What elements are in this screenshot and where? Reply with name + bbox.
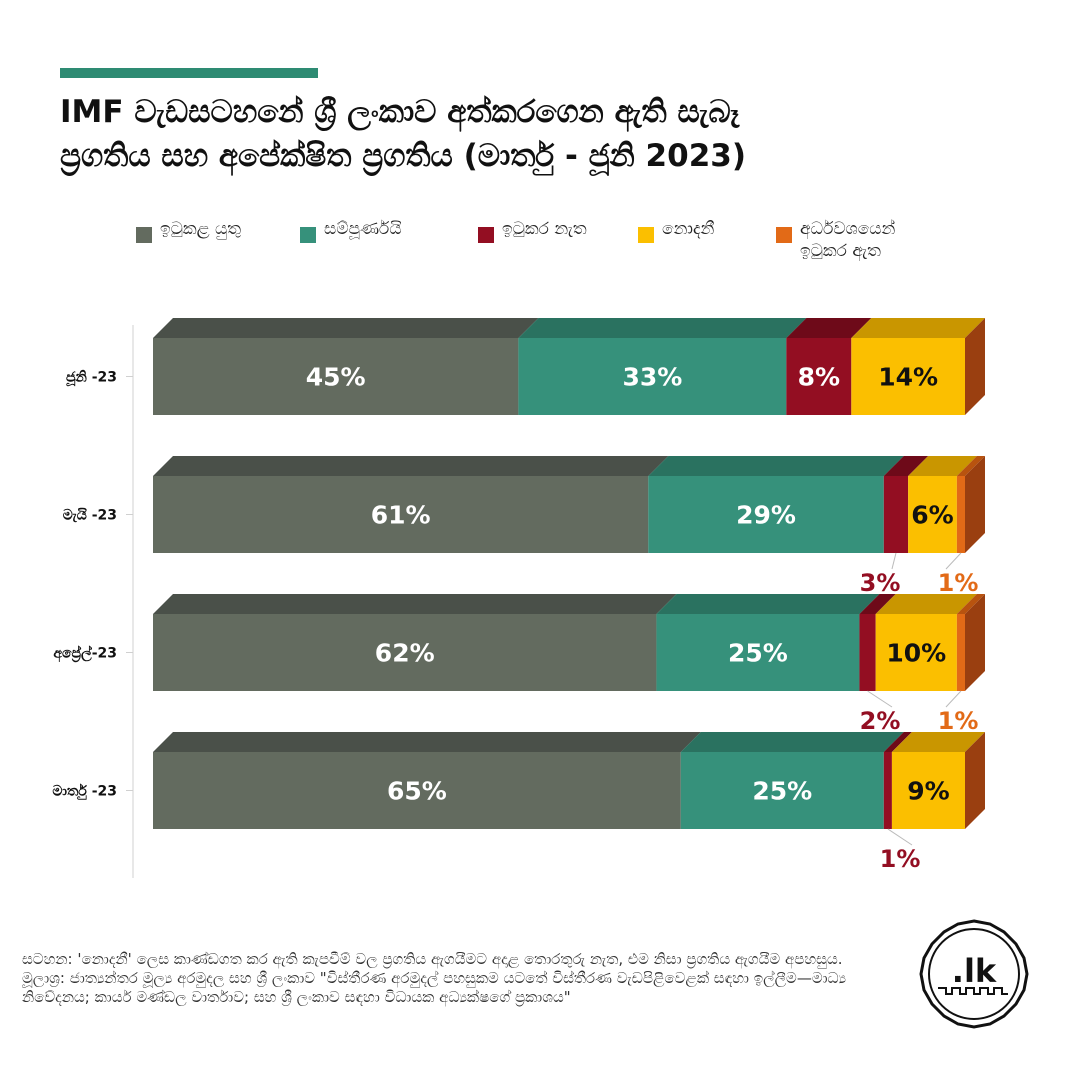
data-label: 25% xyxy=(728,639,788,668)
bar-segment xyxy=(851,338,965,415)
bar-segment xyxy=(786,338,852,415)
title-line-1: IMF වැඩසටහනේ ශ්‍රී ලංකාව අත්කරගෙන ඇති සැ… xyxy=(60,94,740,130)
bar-segment-top xyxy=(518,318,807,338)
legend-label-pending: ඉටුකළ යුතු xyxy=(160,219,242,239)
data-label: 65% xyxy=(387,777,447,806)
data-label-leader xyxy=(891,552,897,570)
legend-swatch-unknown xyxy=(638,227,654,243)
legend-swatch-completed xyxy=(300,227,316,243)
bar-segment-top xyxy=(956,594,985,614)
chart-legend: ඉටුකළ යුතු සම්පූර්ණයි ඉටුකර නැත නොදනී අර… xyxy=(0,218,1080,278)
data-label: 9% xyxy=(907,777,949,806)
category-label: මාර්තු -23 xyxy=(52,783,117,801)
bar-segment xyxy=(875,614,957,691)
lk-logo-icon: .lk xyxy=(919,919,1029,1029)
bar-segment-top xyxy=(956,456,985,476)
bar-segment-top xyxy=(891,732,985,752)
data-label: 45% xyxy=(306,363,366,392)
bar-segment xyxy=(153,476,649,553)
bar-segment xyxy=(883,476,909,553)
bar-end-side xyxy=(965,732,985,829)
data-label: 1% xyxy=(938,569,979,597)
data-label: 2% xyxy=(860,707,901,735)
data-label: 14% xyxy=(878,363,938,392)
legend-item-partial: අර්ධවශයෙන් ඉටුකර ඇත xyxy=(776,218,930,262)
data-label: 62% xyxy=(375,639,435,668)
category-label: ජූනි -23 xyxy=(65,370,117,388)
legend-item-pending: ඉටුකළ යුතු xyxy=(136,218,290,243)
bar-segment-top xyxy=(680,732,904,752)
footnote-note: සටහන: 'නොදනී' ලෙස කාණ්ඩගත කර ඇති කැපවීම්… xyxy=(22,950,843,968)
data-label: 61% xyxy=(371,501,431,530)
legend-swatch-pending xyxy=(136,227,152,243)
legend-swatch-not-met xyxy=(478,227,494,243)
data-label-leader xyxy=(867,690,893,708)
legend-label-not-met: ඉටුකර නැත xyxy=(502,219,587,239)
bar-segment-top xyxy=(859,594,896,614)
bar-segment-top xyxy=(153,732,701,752)
category-label: අප්‍රේල්-23 xyxy=(53,644,117,663)
bar-segment xyxy=(883,752,892,829)
bar-segment-top xyxy=(153,456,669,476)
legend-label-completed: සම්පූර්ණයි xyxy=(324,219,402,239)
legend-item-completed: සම්පූර්ණයි xyxy=(300,218,454,243)
data-label: 1% xyxy=(880,845,921,873)
bar-segment-top xyxy=(851,318,985,338)
chart-title: IMF වැඩසටහනේ ශ්‍රී ලංකාව අත්කරගෙන ඇති සැ… xyxy=(60,90,1020,178)
stacked-bar-chart: ජූනි -23 45% 33% 8% 14% මැයි -23 61% 29% 6% 3% 1% අ… xyxy=(52,318,985,878)
bar-segment-top xyxy=(153,318,539,338)
bar-segment xyxy=(891,752,965,829)
bar-segment-top xyxy=(648,456,904,476)
bar-segment xyxy=(956,614,965,691)
bar-segment xyxy=(648,476,884,553)
data-label-leader xyxy=(887,828,913,846)
bar-segment-top xyxy=(883,456,929,476)
data-label: 25% xyxy=(752,777,812,806)
data-label: 29% xyxy=(736,501,796,530)
bar-end-side xyxy=(965,456,985,553)
bar-segment-top xyxy=(875,594,977,614)
bar-segment xyxy=(956,476,965,553)
bar-end-side xyxy=(965,318,985,415)
legend-label-partial: අර්ධවශයෙන් ඉටුකර ඇත xyxy=(800,219,896,261)
title-accent-bar xyxy=(60,68,318,78)
bar-segment-top xyxy=(908,456,977,476)
bar-end-side xyxy=(965,594,985,691)
legend-item-not-met: ඉටුකර නැත xyxy=(478,218,632,243)
data-label-leader xyxy=(945,552,962,570)
bar-segment xyxy=(859,614,876,691)
bar-segment xyxy=(153,752,681,829)
legend-label-unknown: නොදනී xyxy=(662,219,715,239)
bar-segment xyxy=(680,752,884,829)
data-label: 10% xyxy=(886,639,946,668)
bar-segment-top xyxy=(656,594,880,614)
bar-segment xyxy=(153,614,657,691)
title-line-2: ප්‍රගතිය සහ අපේක්ෂිත ප්‍රගතිය (මාර්තු - … xyxy=(60,138,747,174)
data-label: 8% xyxy=(798,363,840,392)
data-label: 3% xyxy=(860,569,901,597)
bar-segment-top xyxy=(883,732,912,752)
bar-segment xyxy=(153,338,519,415)
category-label: මැයි -23 xyxy=(63,507,117,523)
bar-segment-top xyxy=(153,594,677,614)
data-label: 33% xyxy=(622,363,682,392)
data-label: 1% xyxy=(938,707,979,735)
footnote: සටහන: 'නොදනී' ලෙස කාණ්ඩගත කර ඇති කැපවීම්… xyxy=(22,950,882,1007)
data-label: 6% xyxy=(911,501,953,530)
footnote-source: මූලාශ්‍ර: ජාත්‍යන්තර මූල්‍ය අරමුදල සහ ශ්… xyxy=(22,969,847,1006)
data-label-leader xyxy=(945,690,962,708)
bar-segment xyxy=(908,476,957,553)
bar-segment-top xyxy=(786,318,872,338)
bar-segment xyxy=(656,614,860,691)
legend-item-unknown: නොදනී xyxy=(638,218,792,243)
legend-swatch-partial xyxy=(776,227,792,243)
logo-text: .lk xyxy=(952,952,997,990)
bar-segment xyxy=(518,338,787,415)
